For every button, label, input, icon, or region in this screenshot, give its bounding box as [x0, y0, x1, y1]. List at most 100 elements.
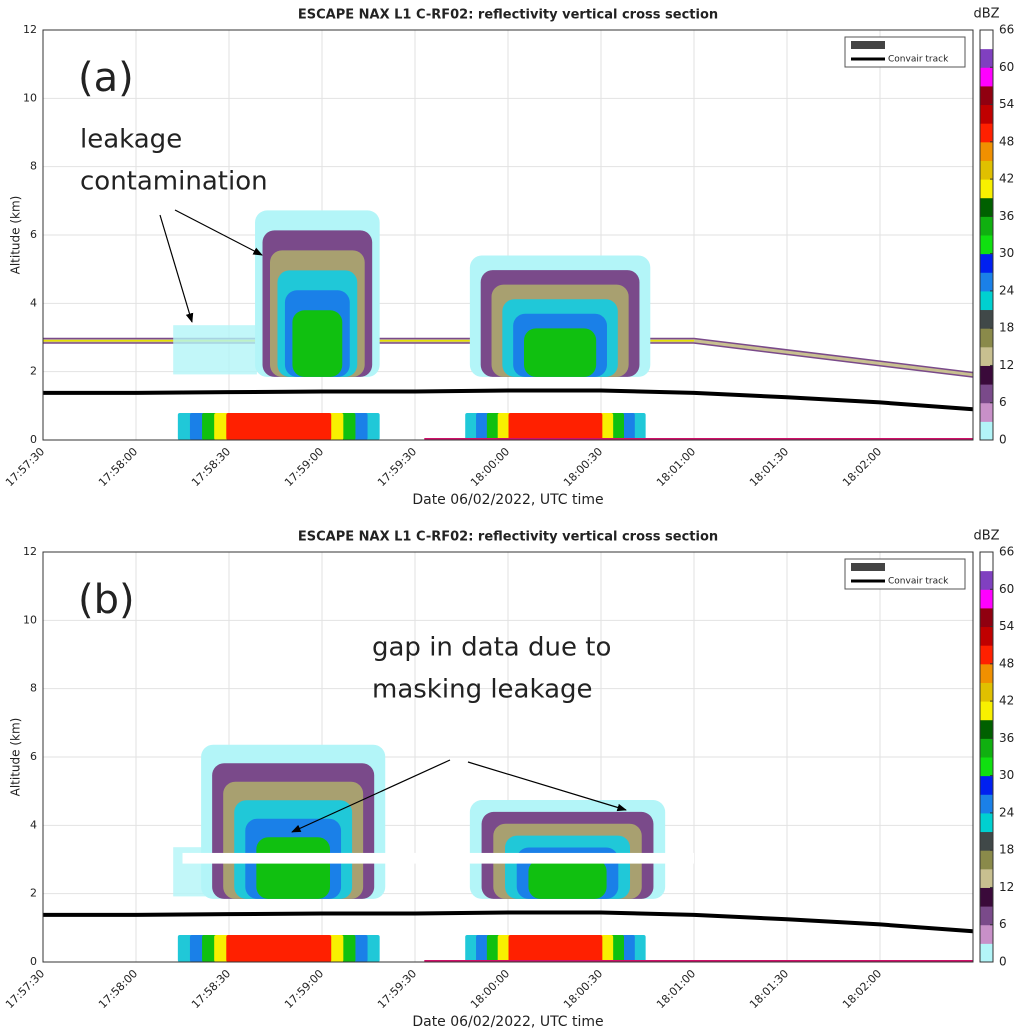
colorbar-segment: [980, 645, 993, 665]
colorbar-segment: [980, 943, 993, 963]
x-tick-label: 17:59:00: [282, 445, 326, 489]
x-tick-label: 17:58:30: [189, 967, 233, 1011]
colorbar-tick-label: 66: [999, 23, 1014, 37]
colorbar-tick-label: 18: [999, 321, 1014, 335]
arrow: [291, 759, 451, 833]
colorbar-segment: [980, 906, 993, 926]
colorbar-segment: [980, 701, 993, 721]
colorbar-segment: [980, 626, 993, 646]
colorbar-tick-label: 24: [999, 805, 1014, 819]
y-tick-label: 10: [23, 613, 37, 626]
x-tick-label: 17:59:30: [375, 445, 419, 489]
colorbar-tick-label: 48: [999, 134, 1014, 148]
colorbar-tick-label: 48: [999, 656, 1014, 670]
x-axis-label: Date 06/02/2022, UTC time: [412, 1014, 603, 1030]
y-tick-label: 2: [30, 887, 37, 900]
colorbar-tick-label: 0: [999, 433, 1007, 447]
y-tick-label: 10: [23, 91, 37, 104]
x-tick-label: 18:00:00: [468, 445, 512, 489]
colorbar-tick-label: 18: [999, 843, 1014, 857]
x-tick-label: 18:01:30: [747, 967, 791, 1011]
colorbar-label: dBZ: [973, 7, 999, 22]
legend-swatch: [851, 41, 885, 49]
y-tick-label: 4: [30, 818, 37, 831]
chart-title: ESCAPE NAX L1 C-RF02: reflectivity verti…: [298, 530, 718, 545]
annotation: leakage: [80, 125, 182, 155]
annotation: masking leakage: [372, 675, 593, 705]
legend-swatch: [851, 563, 885, 571]
colorbar-segment: [980, 402, 993, 422]
x-tick-label: 17:58:30: [189, 445, 233, 489]
colorbar-tick-label: 54: [999, 619, 1014, 633]
x-tick-label: 18:02:00: [840, 967, 884, 1011]
arrow: [467, 761, 627, 812]
y-tick-label: 0: [30, 433, 37, 446]
x-tick-label: 17:57:30: [3, 445, 47, 489]
y-tick-label: 12: [23, 23, 37, 36]
colorbar-tick-label: 30: [999, 768, 1014, 782]
colorbar-frame: [979, 29, 994, 441]
x-tick-label: 18:01:00: [654, 445, 698, 489]
x-tick-label: 18:01:00: [654, 967, 698, 1011]
colorbar-tick-label: 6: [999, 395, 1007, 409]
colorbar-segment: [980, 924, 993, 944]
echo: [256, 837, 330, 899]
y-tick-label: 2: [30, 365, 37, 378]
legend-label: Convair track: [888, 55, 949, 65]
plot-frame: [42, 551, 974, 963]
colorbar-segment: [980, 197, 993, 217]
colorbar-segment: [980, 179, 993, 199]
colorbar-segment: [980, 48, 993, 68]
colorbar-segment: [980, 421, 993, 441]
colorbar-segment: [980, 67, 993, 87]
colorbar-label: dBZ: [973, 529, 999, 544]
colorbar-segment: [980, 85, 993, 106]
colorbar-segment: [980, 757, 993, 777]
x-tick-label: 17:59:30: [375, 967, 419, 1011]
masked-gap: [182, 852, 694, 864]
arrow: [159, 214, 194, 323]
chart-title: ESCAPE NAX L1 C-RF02: reflectivity verti…: [298, 8, 718, 23]
colorbar-segment: [980, 719, 993, 739]
x-tick-label: 18:01:30: [747, 445, 791, 489]
colorbar-segment: [980, 812, 993, 833]
colorbar-segment: [980, 365, 993, 385]
colorbar-tick-label: 30: [999, 246, 1014, 260]
echo: [508, 412, 603, 440]
colorbar-segment: [980, 868, 993, 888]
x-tick-label: 18:00:30: [561, 967, 605, 1011]
arrow: [174, 209, 263, 256]
colorbar-segment: [980, 682, 993, 702]
colorbar-segment: [980, 216, 993, 236]
track-line: [43, 388, 974, 412]
x-tick-label: 18:00:30: [561, 445, 605, 489]
x-tick-label: 17:58:00: [96, 967, 140, 1011]
colorbar-tick-label: 12: [999, 880, 1014, 894]
colorbar-segment: [980, 346, 993, 366]
y-tick-label: 0: [30, 955, 37, 968]
colorbar-tick-label: 42: [999, 172, 1014, 186]
colorbar-segment: [980, 104, 993, 124]
echo: [292, 310, 343, 377]
y-tick-label: 4: [30, 296, 37, 309]
x-axis-label: Date 06/02/2022, UTC time: [412, 492, 603, 508]
annotation: gap in data due to: [372, 633, 611, 663]
colorbar-tick-label: 60: [999, 60, 1014, 74]
colorbar-tick-label: 54: [999, 97, 1014, 111]
y-axis-label: Altitude (km): [9, 718, 23, 797]
echo-patch: [173, 325, 257, 375]
colorbar-segment: [980, 309, 993, 329]
track-line: [43, 910, 974, 934]
colorbar-segment: [980, 141, 993, 161]
colorbar-segment: [980, 887, 993, 907]
colorbar-segment: [980, 290, 993, 311]
colorbar-segment: [980, 850, 993, 870]
colorbar-tick-label: 66: [999, 545, 1014, 559]
colorbar-segment: [980, 552, 993, 572]
colorbar-segment: [980, 607, 993, 628]
colorbar-segment: [980, 30, 993, 50]
y-tick-label: 8: [30, 682, 37, 695]
x-tick-label: 18:00:00: [468, 967, 512, 1011]
colorbar-segment: [980, 663, 993, 683]
